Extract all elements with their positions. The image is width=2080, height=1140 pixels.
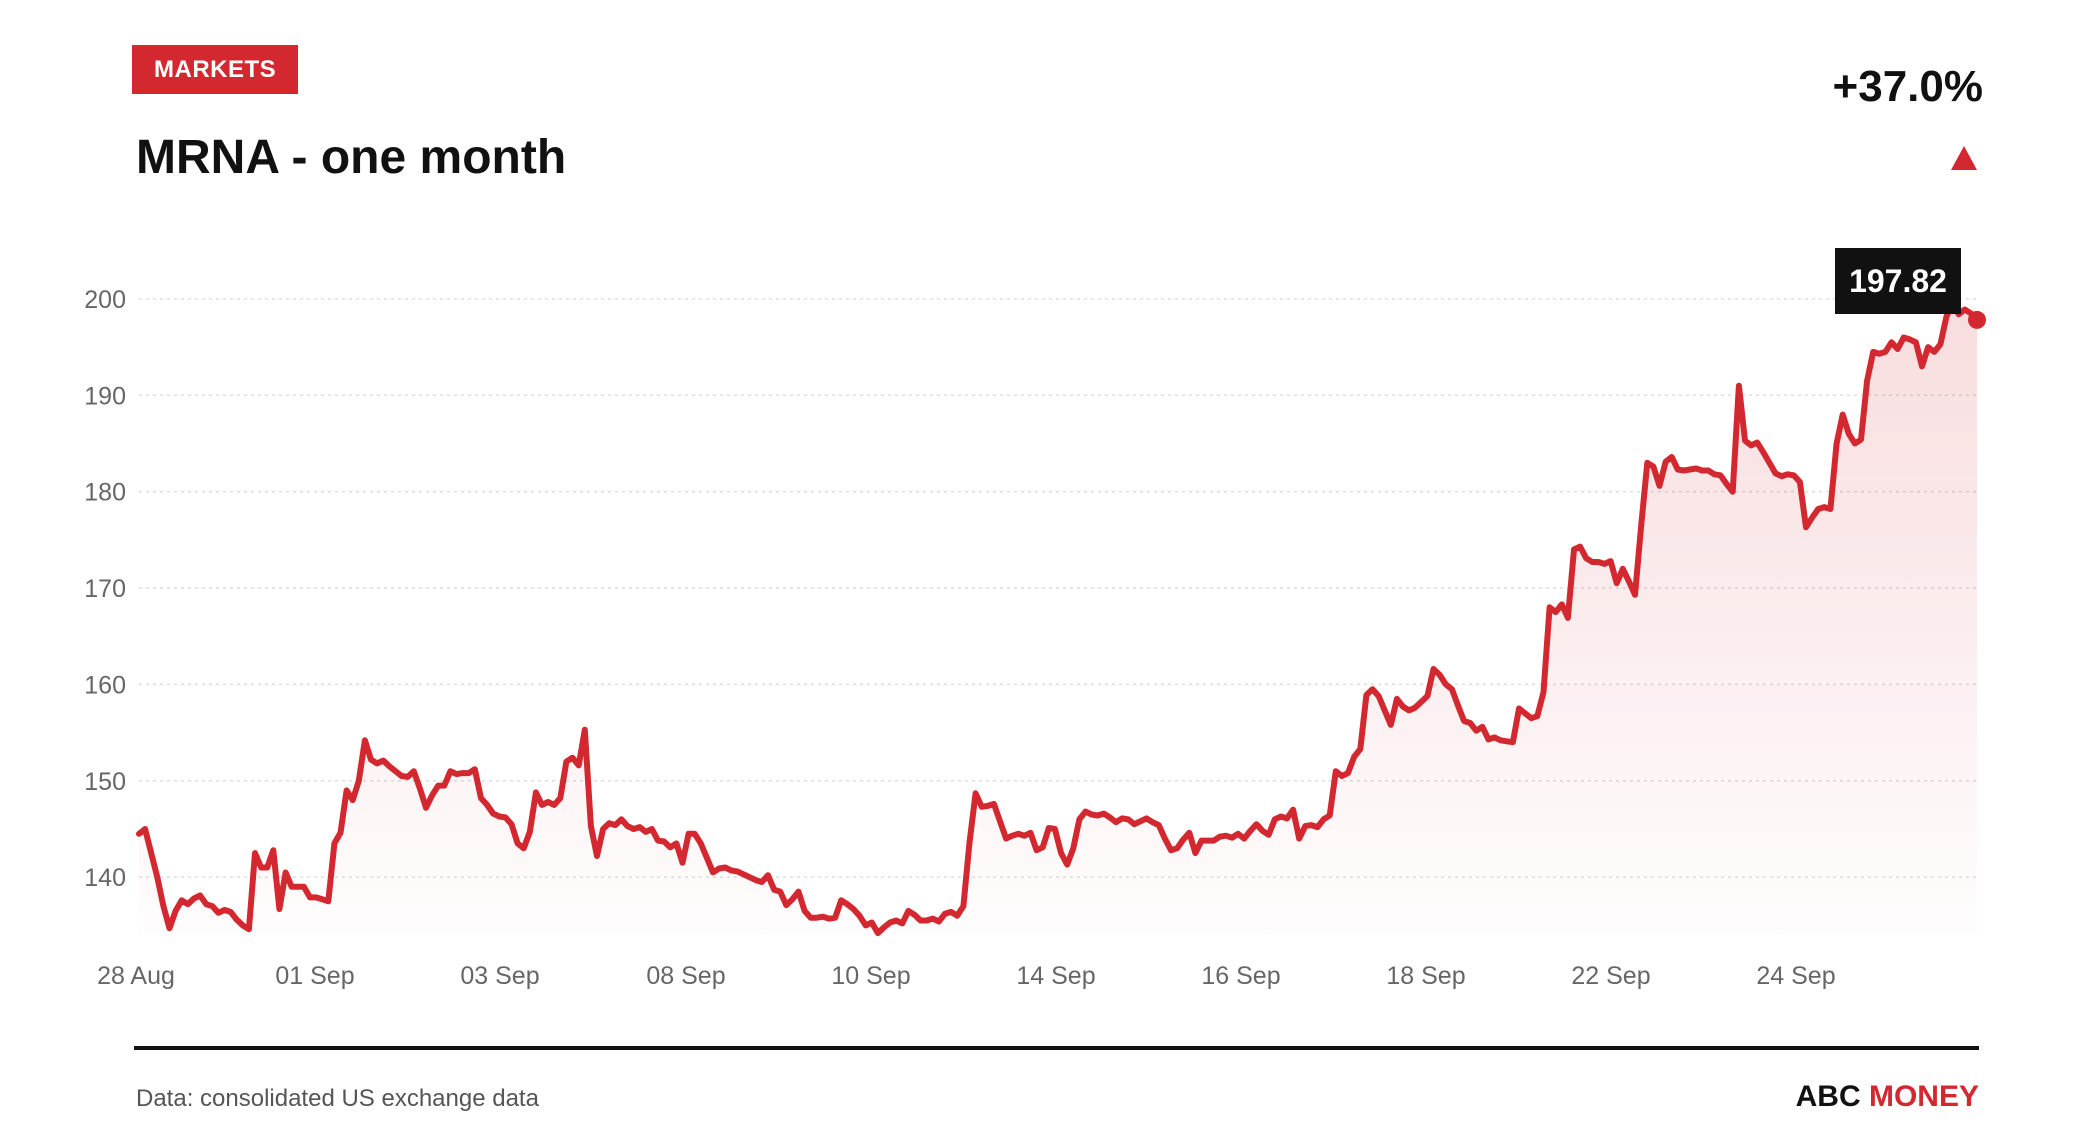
x-axis-ticks: 28 Aug 01 Sep 03 Sep 08 Sep 10 Sep 14 Sep 16 S… [97, 962, 1836, 990]
footer-divider [134, 1046, 1979, 1050]
x-tick-label: 08 Sep [646, 962, 725, 990]
brand-name-part-1: ABC [1795, 1080, 1861, 1113]
x-tick-label: 24 Sep [1756, 962, 1835, 990]
brand-logo: ABC MONEY [1796, 1080, 1979, 1114]
price-area [139, 303, 1977, 935]
y-tick-label: 150 [84, 768, 126, 796]
x-tick-label: 14 Sep [1016, 962, 1095, 990]
x-tick-label: 03 Sep [460, 962, 539, 990]
x-tick-label: 22 Sep [1571, 962, 1650, 990]
y-tick-label: 170 [84, 575, 126, 603]
x-tick-label: 16 Sep [1201, 962, 1280, 990]
chart-title: MRNA - one month [136, 131, 567, 184]
x-tick-label: 28 Aug [97, 962, 175, 990]
triangle-up-icon [1951, 146, 1977, 170]
y-axis-ticks: 140 150 160 170 180 190 200 [84, 286, 126, 892]
price-chart: 140 150 160 170 180 190 200 28 Aug 01 Sep 03 Sep… [84, 248, 1986, 990]
last-price-point [1968, 310, 1986, 329]
y-tick-label: 140 [84, 864, 126, 892]
y-tick-label: 190 [84, 382, 126, 410]
svg-text:197.82: 197.82 [1849, 263, 1947, 299]
brand-name-part-2: MONEY [1868, 1080, 1979, 1113]
y-tick-label: 180 [84, 479, 126, 507]
data-source-note: Data: consolidated US exchange data [136, 1085, 539, 1112]
category-badge: MARKETS [132, 45, 299, 94]
x-tick-label: 01 Sep [275, 962, 354, 990]
price-line [136, 300, 1980, 937]
last-price-label: 197.82 [1835, 248, 1961, 314]
x-tick-label: 10 Sep [831, 962, 910, 990]
x-tick-label: 18 Sep [1386, 962, 1465, 990]
y-tick-label: 160 [84, 671, 126, 699]
y-tick-label: 200 [84, 286, 126, 314]
percent-change: +37.0% [1832, 62, 1983, 111]
